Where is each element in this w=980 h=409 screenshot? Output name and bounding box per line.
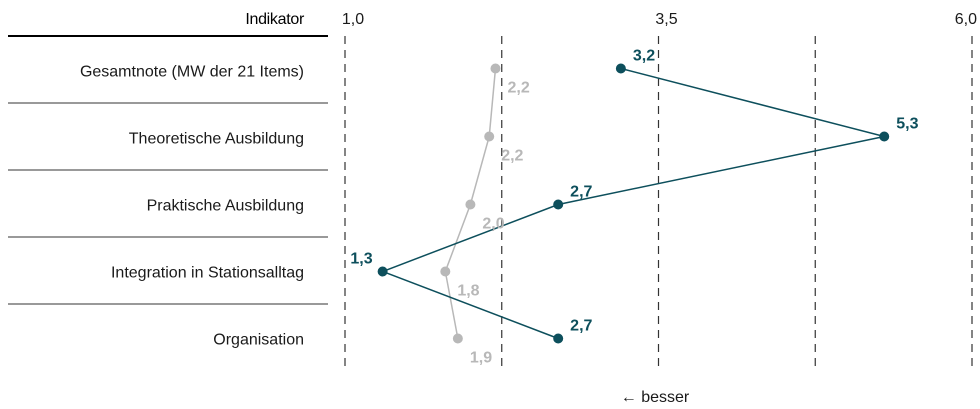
data-point (440, 266, 451, 277)
category-label: Theoretische Ausbildung (129, 131, 304, 148)
data-point (490, 63, 501, 74)
direction-note: ← besser (621, 389, 690, 406)
x-tick-label: 1,0 (342, 11, 364, 28)
data-label: 2,0 (482, 216, 504, 233)
x-tick-label: 6,0 (955, 11, 977, 28)
data-point (452, 333, 463, 344)
data-label: 1,9 (470, 350, 492, 367)
category-label: Integration in Stationsalltag (111, 265, 304, 282)
data-point (879, 131, 890, 142)
data-point (377, 266, 388, 277)
data-label: 3,2 (633, 48, 655, 65)
data-label: 2,2 (507, 80, 529, 97)
category-label: Organisation (213, 332, 304, 349)
data-label: 2,7 (570, 318, 592, 335)
data-point (484, 131, 495, 142)
data-point (553, 333, 564, 344)
data-label: 2,2 (501, 148, 523, 165)
data-label: 1,8 (457, 283, 479, 300)
category-label: Gesamtnote (MW der 21 Items) (80, 64, 304, 81)
column-header: Indikator (245, 11, 305, 28)
data-point (465, 199, 476, 210)
data-point (553, 199, 564, 210)
category-label: Praktische Ausbildung (147, 198, 304, 215)
x-tick-label: 3,5 (655, 11, 677, 28)
data-label: 1,3 (350, 251, 372, 268)
data-label: 5,3 (896, 116, 918, 133)
data-label: 2,7 (570, 184, 592, 201)
data-point (615, 63, 626, 74)
